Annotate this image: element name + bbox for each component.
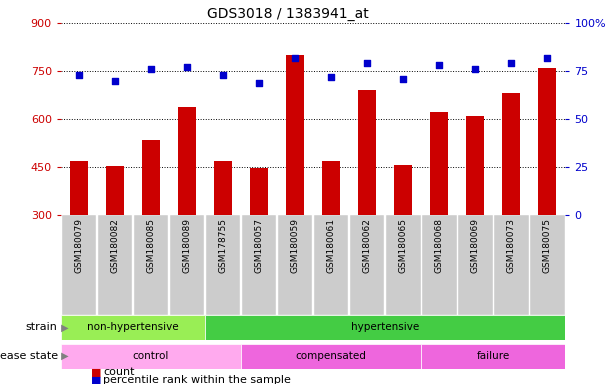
Text: GSM180061: GSM180061 [326, 218, 336, 273]
Text: disease state: disease state [0, 351, 58, 361]
Point [218, 72, 228, 78]
Bar [61, 215, 96, 315]
Text: GSM180079: GSM180079 [74, 218, 83, 273]
Point [435, 62, 444, 68]
Bar [314, 215, 348, 315]
Bar [539, 68, 556, 215]
Bar [421, 344, 565, 369]
Bar [358, 90, 376, 215]
Bar [422, 215, 457, 315]
Bar [466, 116, 485, 215]
Text: GSM180069: GSM180069 [471, 218, 480, 273]
Text: ▶: ▶ [58, 322, 68, 333]
Point [110, 78, 120, 84]
Point [146, 66, 156, 72]
Text: non-hypertensive: non-hypertensive [87, 322, 179, 333]
Text: GSM180059: GSM180059 [291, 218, 300, 273]
Bar [502, 93, 520, 215]
Point [506, 60, 516, 66]
Text: GSM180065: GSM180065 [399, 218, 408, 273]
Point [290, 55, 300, 61]
Bar [242, 215, 277, 315]
Point [471, 66, 480, 72]
Bar [206, 215, 240, 315]
Text: ▶: ▶ [58, 351, 68, 361]
Text: ■: ■ [91, 367, 102, 377]
Point [182, 64, 192, 70]
Bar [214, 161, 232, 215]
Bar [241, 344, 421, 369]
Text: count: count [103, 367, 135, 377]
Text: GSM180089: GSM180089 [182, 218, 192, 273]
Text: failure: failure [477, 351, 510, 361]
Text: percentile rank within the sample: percentile rank within the sample [103, 375, 291, 384]
Bar [530, 215, 565, 315]
Text: GSM180062: GSM180062 [363, 218, 371, 273]
Text: GSM180057: GSM180057 [255, 218, 263, 273]
Text: hypertensive: hypertensive [351, 322, 420, 333]
Bar [430, 112, 448, 215]
Text: ■: ■ [91, 375, 102, 384]
Text: GSM180073: GSM180073 [507, 218, 516, 273]
Text: GSM180082: GSM180082 [111, 218, 119, 273]
Text: GSM180075: GSM180075 [543, 218, 552, 273]
Bar [142, 140, 160, 215]
Bar [178, 107, 196, 215]
Bar [250, 168, 268, 215]
Text: control: control [133, 351, 169, 361]
Text: GSM178755: GSM178755 [218, 218, 227, 273]
Point [326, 74, 336, 80]
Bar [61, 344, 241, 369]
Bar [278, 215, 313, 315]
Point [398, 76, 408, 82]
Bar [106, 166, 124, 215]
Title: GDS3018 / 1383941_at: GDS3018 / 1383941_at [207, 7, 369, 21]
Bar [286, 55, 304, 215]
Point [362, 60, 372, 66]
Bar [458, 215, 492, 315]
Bar [322, 161, 340, 215]
Bar [134, 215, 168, 315]
Bar [350, 215, 384, 315]
Bar [205, 315, 565, 340]
Text: compensated: compensated [295, 351, 367, 361]
Bar [61, 315, 205, 340]
Point [74, 72, 84, 78]
Bar [386, 215, 421, 315]
Bar [494, 215, 529, 315]
Bar [170, 215, 204, 315]
Point [254, 79, 264, 86]
Bar [70, 161, 88, 215]
Bar [97, 215, 132, 315]
Text: strain: strain [26, 322, 58, 333]
Point [542, 55, 552, 61]
Text: GSM180068: GSM180068 [435, 218, 444, 273]
Bar [394, 165, 412, 215]
Text: GSM180085: GSM180085 [147, 218, 156, 273]
